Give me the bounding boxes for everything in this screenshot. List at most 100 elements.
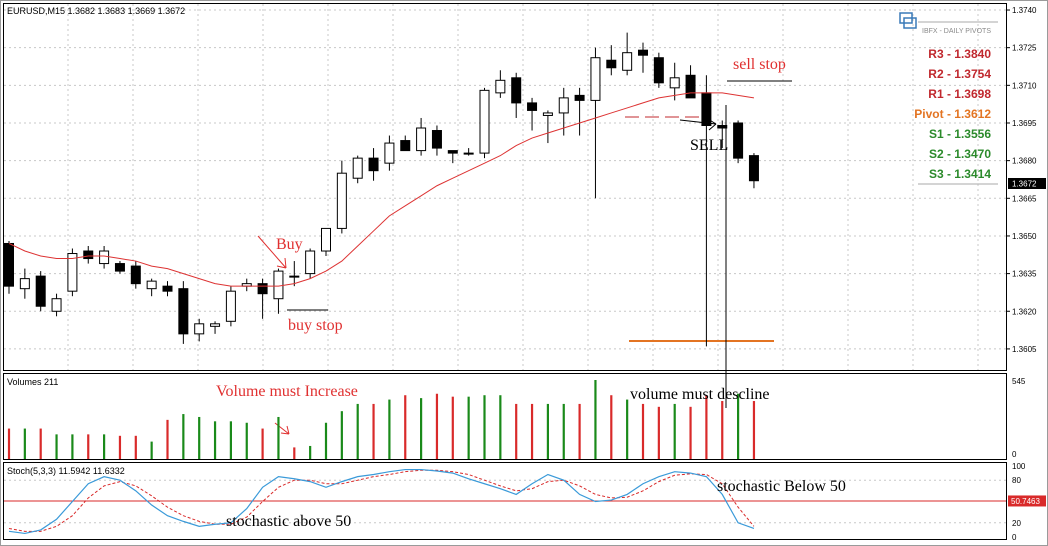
candle-body-down <box>368 157 379 172</box>
candle-body-up <box>558 97 569 114</box>
stochastic-level-badge: 50.7463 <box>1008 495 1046 507</box>
candle <box>748 153 759 189</box>
candle-body-up <box>194 323 205 335</box>
candle-body-down <box>83 250 94 260</box>
price-axis: 1.3740 1.3725 1.3710 1.3695 1.3680 1.3665 1.36… <box>1006 6 1037 354</box>
candle-body-down <box>717 124 728 129</box>
candle <box>542 110 553 144</box>
candle <box>146 278 157 297</box>
candle <box>305 248 316 279</box>
candle <box>178 281 189 344</box>
candle-body-up <box>479 89 490 154</box>
candle-body-up <box>273 270 284 300</box>
candle <box>622 32 633 76</box>
candle-body-up <box>384 142 395 164</box>
price-axis-tick: 1.3680 <box>1012 157 1037 166</box>
candle <box>130 261 141 289</box>
candle <box>416 117 427 156</box>
candle <box>99 245 110 269</box>
candle-body-down <box>178 288 189 335</box>
candle-body-up <box>669 77 680 89</box>
price-axis-tick: 1.3665 <box>1012 194 1037 203</box>
candle-body-up <box>99 250 110 265</box>
stochastic-pane[interactable] <box>3 462 1007 540</box>
buy-stop-annotation: buy stop <box>288 317 343 334</box>
candle-body-down <box>527 102 538 111</box>
pivot-label: S2 - 1.3470 <box>929 147 991 161</box>
candle <box>463 148 474 156</box>
candle-body-down <box>606 59 617 69</box>
candle <box>511 72 522 118</box>
price-axis-tick: 1.3725 <box>1012 44 1037 53</box>
candle-body-down <box>162 285 173 292</box>
candle <box>35 271 46 312</box>
stochastic-axis-tick: 20 <box>1012 519 1021 528</box>
candle-body-up <box>352 157 363 179</box>
candle <box>352 155 363 184</box>
volume-decline-annotation: volume must descline <box>630 386 770 403</box>
candle-body-down <box>400 140 411 152</box>
buy-annotation: Buy <box>276 236 303 253</box>
stochastic-pane-title: Stoch(5,3,3) 11.5942 11.6332 <box>7 466 125 476</box>
candle <box>83 245 94 264</box>
candle-body-down <box>653 57 664 84</box>
stochastic-axis-tick: 80 <box>1012 476 1021 485</box>
stochastic-main-line <box>8 468 755 535</box>
price-pane-title: EURUSD,M15 1.3682 1.3683 1.3669 1.3672 <box>7 6 185 16</box>
price-pane[interactable] <box>3 3 1007 371</box>
candle-body-up <box>51 298 62 312</box>
candle-body-up <box>19 278 30 290</box>
pivot-label: R2 - 1.3754 <box>928 67 991 81</box>
candle-body-up <box>289 275 300 278</box>
pivot-label: S1 - 1.3556 <box>929 127 991 141</box>
stochastic-signal-line <box>8 469 755 532</box>
candle-body-up <box>321 227 331 252</box>
stochastic-axis-tick: 100 <box>1012 462 1026 471</box>
candle <box>574 87 585 136</box>
candle-body-down <box>431 130 442 149</box>
candle <box>479 87 490 159</box>
candle-body-up <box>542 112 553 116</box>
pivot-label: S3 - 1.3414 <box>929 167 991 181</box>
candle <box>19 268 30 299</box>
candle-body-down <box>35 275 46 307</box>
candle-body-down <box>574 94 585 101</box>
pivot-label: Pivot - 1.3612 <box>914 107 991 121</box>
candle <box>431 125 442 156</box>
candle-body-down <box>511 77 522 104</box>
candle <box>590 47 601 199</box>
candle <box>384 135 395 171</box>
price-axis-tick: 1.3620 <box>1012 307 1037 316</box>
stochastic-above-annotation: stochastic above 50 <box>226 513 351 530</box>
stochastic-level-label: 50.7463 <box>1011 497 1040 506</box>
price-axis-tick: 1.3635 <box>1012 270 1037 279</box>
candle <box>4 240 14 294</box>
candle-body-up <box>622 52 633 71</box>
candle <box>527 97 538 131</box>
candle-series <box>4 32 759 347</box>
moving-average-line <box>8 92 755 287</box>
volume-pane-title: Volumes 211 <box>7 377 58 387</box>
pivot-label: R1 - 1.3698 <box>928 87 991 101</box>
volume-pane[interactable] <box>3 373 1007 460</box>
pivot-label: R3 - 1.3840 <box>928 47 991 61</box>
price-axis-tick: 1.3605 <box>1012 345 1037 354</box>
stochastic-axis-tick: 0 <box>1012 533 1017 542</box>
candle-body-down <box>685 74 696 99</box>
price-axis-tick: 1.3650 <box>1012 232 1037 241</box>
stochastic-grid <box>4 479 1006 524</box>
candle-body-up <box>225 290 236 322</box>
candle <box>67 248 78 297</box>
candle <box>210 321 221 334</box>
candle <box>606 45 617 76</box>
candle-body-down <box>4 242 14 287</box>
candle-body-up <box>416 127 427 152</box>
trade-lines <box>257 80 792 435</box>
candle <box>194 318 205 342</box>
pivot-panel: IBFX - DAILY PIVOTS R3 - 1.3840 R2 - 1.37… <box>899 12 998 185</box>
volume-arrow <box>274 422 290 435</box>
candle-body-up <box>146 280 157 290</box>
candle <box>638 42 648 73</box>
